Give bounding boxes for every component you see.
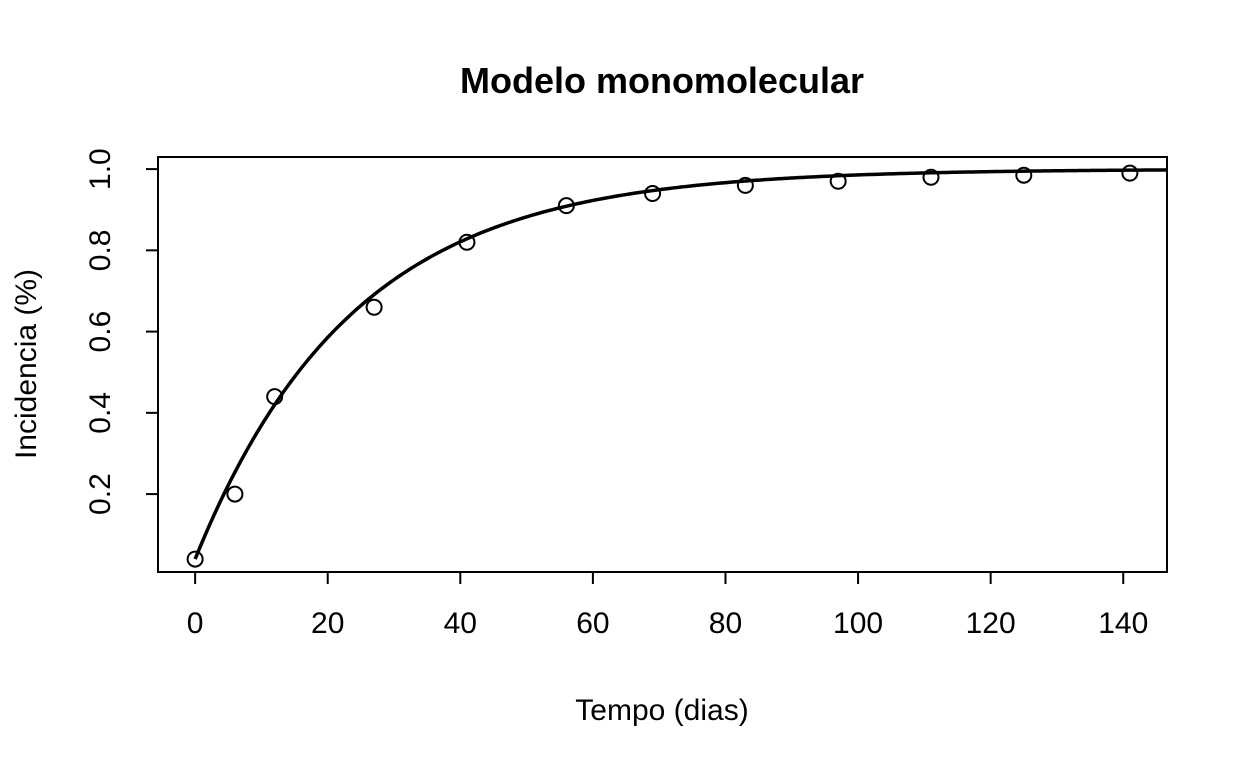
data-point bbox=[644, 184, 662, 202]
data-point bbox=[1121, 164, 1139, 182]
data-point bbox=[922, 168, 940, 186]
data-point bbox=[557, 197, 575, 215]
x-axis: 0 20 40 60 80 100 120 140 bbox=[187, 571, 1148, 640]
x-tick-label: 40 bbox=[444, 607, 477, 640]
x-tick-label: 100 bbox=[833, 607, 883, 640]
y-tick-label: 1.0 bbox=[84, 148, 117, 190]
y-tick-label: 0.8 bbox=[84, 229, 117, 271]
fitted-model-curve bbox=[193, 168, 1168, 560]
y-tick-label: 0.4 bbox=[84, 392, 117, 434]
chart-title: Modelo monomolecular bbox=[460, 60, 864, 101]
data-point bbox=[365, 298, 383, 316]
data-point bbox=[1015, 166, 1033, 184]
x-tick-label: 140 bbox=[1098, 607, 1148, 640]
data-point bbox=[226, 485, 244, 503]
x-tick-label: 60 bbox=[576, 607, 609, 640]
y-axis: 0.2 0.4 0.6 0.8 1.0 bbox=[84, 148, 159, 515]
y-tick-label: 0.6 bbox=[84, 311, 117, 353]
observed-points bbox=[186, 164, 1139, 568]
data-point bbox=[266, 388, 284, 406]
plot-frame bbox=[157, 156, 1168, 573]
x-axis-label: Tempo (dias) bbox=[575, 694, 748, 727]
x-tick-label: 120 bbox=[966, 607, 1016, 640]
data-point bbox=[736, 176, 754, 194]
data-point bbox=[186, 550, 204, 568]
x-tick-label: 0 bbox=[187, 607, 204, 640]
data-point bbox=[829, 172, 847, 190]
y-axis-label: Incidencia (%) bbox=[10, 269, 43, 459]
x-tick-label: 20 bbox=[311, 607, 344, 640]
y-tick-label: 0.2 bbox=[84, 473, 117, 515]
data-point bbox=[458, 233, 476, 251]
x-tick-label: 80 bbox=[709, 607, 742, 640]
